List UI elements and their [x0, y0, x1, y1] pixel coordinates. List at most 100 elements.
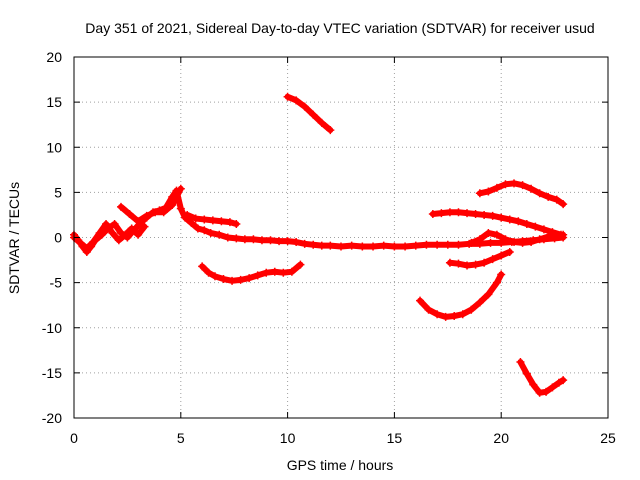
data-point: [480, 258, 489, 267]
data-point: [236, 275, 245, 284]
data-point: [292, 238, 301, 247]
data-point: [292, 96, 301, 105]
data-point: [193, 224, 202, 233]
data-point: [411, 241, 420, 250]
data-point: [309, 240, 318, 249]
data-point: [114, 236, 123, 245]
data-point: [510, 179, 519, 188]
data-point: [505, 215, 514, 224]
data-point: [187, 219, 196, 228]
y-tick-label: 5: [54, 184, 62, 200]
x-tick-label: 10: [280, 430, 296, 446]
data-point: [108, 228, 117, 237]
data-point: [514, 217, 523, 226]
data-point: [437, 209, 446, 218]
y-tick-label: 20: [46, 49, 62, 65]
data-point: [535, 388, 544, 397]
data-point: [262, 268, 271, 277]
data-point: [428, 210, 437, 219]
data-point: [492, 230, 501, 239]
data-point: [215, 230, 224, 239]
data-point: [544, 192, 553, 201]
data-point: [266, 236, 275, 245]
data-point: [208, 216, 217, 225]
data-point: [176, 184, 185, 193]
x-tick-label: 25: [600, 430, 616, 446]
data-point: [443, 240, 452, 249]
series-track-2: [70, 219, 149, 253]
data-point: [471, 210, 480, 219]
data-point: [497, 213, 506, 222]
series-track-1: [70, 186, 568, 256]
data-point: [484, 228, 493, 237]
data-point: [518, 238, 527, 247]
data-point: [245, 274, 254, 283]
chart-title: Day 351 of 2021, Sidereal Day-to-day VTE…: [85, 20, 594, 36]
data-point: [471, 260, 480, 269]
data-point: [450, 312, 459, 321]
series-trace: [71, 220, 148, 252]
data-point: [467, 305, 476, 314]
data-point: [134, 230, 143, 239]
data-point: [232, 234, 241, 243]
data-point: [249, 235, 258, 244]
axis-ticks: 0 5 10 15 20 25 -20 -15 -10 -5 0 5 10 15 20: [42, 49, 616, 446]
series-track-11: [516, 358, 568, 397]
data-point: [475, 298, 484, 307]
data-point: [454, 208, 463, 217]
data-point: [140, 222, 149, 231]
data-point: [309, 110, 318, 119]
data-point: [544, 232, 553, 241]
data-point: [127, 224, 136, 233]
data-point: [454, 259, 463, 268]
data-point: [326, 241, 335, 250]
data-point: [484, 290, 493, 299]
data-point: [379, 241, 388, 250]
data-point: [296, 260, 305, 269]
data-point: [102, 219, 111, 228]
data-point: [488, 211, 497, 220]
data-point: [204, 268, 213, 277]
data-point: [516, 358, 525, 367]
data-point: [219, 275, 228, 284]
y-axis-label: SDTVAR / TECUs: [6, 182, 22, 294]
data-point: [168, 201, 177, 210]
data-point: [176, 204, 185, 213]
series-track-9: [475, 179, 568, 209]
data-point: [270, 267, 279, 276]
data-point: [317, 241, 326, 250]
series-track-8: [428, 208, 566, 239]
data-point: [552, 195, 561, 204]
y-tick-label: 15: [46, 94, 62, 110]
data-point: [183, 210, 192, 219]
data-point: [488, 255, 497, 264]
data-point: [484, 187, 493, 196]
data-series: [70, 92, 568, 397]
data-point: [89, 238, 98, 247]
data-point: [424, 305, 433, 314]
data-point: [347, 241, 356, 250]
data-point: [535, 189, 544, 198]
data-point: [554, 378, 563, 387]
data-point: [542, 387, 551, 396]
data-point: [486, 238, 495, 247]
data-point: [463, 209, 472, 218]
series-track-10: [445, 247, 514, 270]
data-point: [505, 247, 514, 256]
data-point: [475, 189, 484, 198]
data-point: [492, 278, 501, 287]
data-point: [283, 92, 292, 101]
data-point: [467, 238, 476, 247]
x-tick-label: 20: [493, 430, 509, 446]
data-point: [257, 236, 266, 245]
data-point: [191, 214, 200, 223]
series-track-6: [283, 92, 335, 135]
data-point: [337, 242, 345, 251]
data-point: [492, 183, 501, 192]
data-point: [501, 235, 510, 244]
data-point: [95, 228, 104, 237]
data-point: [210, 272, 219, 281]
data-point: [510, 238, 519, 247]
grid: [74, 57, 608, 418]
